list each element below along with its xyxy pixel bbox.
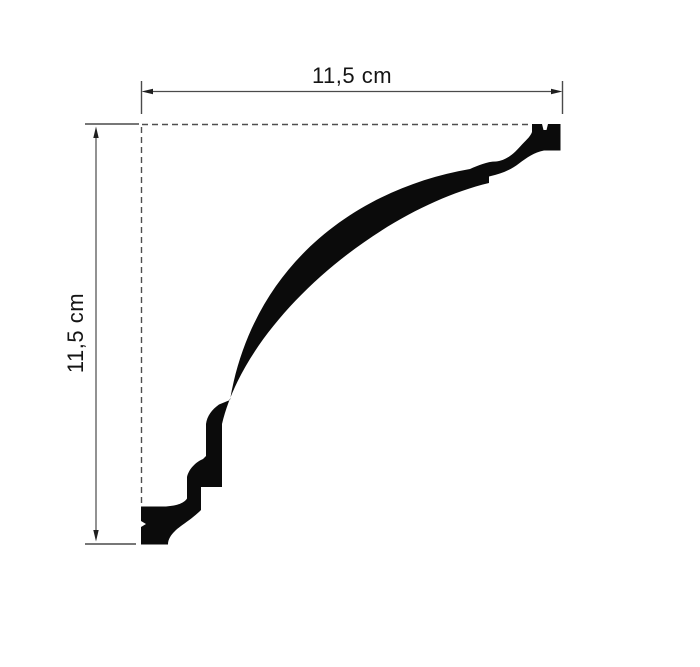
width-dimension-label: 11,5 cm: [312, 63, 392, 88]
height-dimension-label: 11,5 cm: [63, 293, 88, 373]
moulding-profile-shape: [141, 124, 561, 545]
width-arrowhead-right-icon: [551, 88, 563, 95]
guide-lines: [140, 123, 531, 505]
height-arrowhead-top-icon: [93, 126, 99, 138]
height-arrowhead-bottom-icon: [93, 530, 99, 542]
height-dimension: 11,5 cm: [63, 123, 139, 545]
width-arrowhead-left-icon: [141, 88, 153, 95]
width-dimension: 11,5 cm: [140, 63, 564, 114]
